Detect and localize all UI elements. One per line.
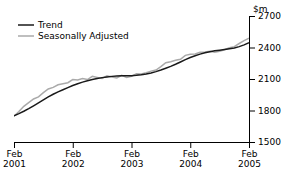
y-axis-line xyxy=(250,17,256,143)
x-tick-mark xyxy=(73,142,74,148)
legend-swatch xyxy=(18,35,34,37)
x-tick: Feb2004 xyxy=(179,142,202,169)
x-tick-label: Feb2004 xyxy=(179,149,202,169)
series-line xyxy=(14,43,249,116)
x-axis-line xyxy=(15,143,250,149)
y-tick: 2400 xyxy=(249,43,281,53)
x-tick: Feb2003 xyxy=(121,142,144,169)
y-tick-mark xyxy=(249,111,255,112)
legend-label: Seasonally Adjusted xyxy=(38,31,129,41)
y-tick: 1500 xyxy=(249,137,281,147)
y-tick: 2100 xyxy=(249,74,281,84)
y-tick-mark xyxy=(249,79,255,80)
x-tick: Feb2001 xyxy=(3,142,26,169)
x-axis: Feb2001 Feb2002 Feb2003 Feb2004 Feb2005 xyxy=(3,142,261,169)
y-axis: 15001800210024002700 xyxy=(249,11,281,147)
y-label: $m xyxy=(253,4,268,14)
legend: TrendSeasonally Adjusted xyxy=(18,20,129,41)
x-tick-label: Feb2003 xyxy=(121,149,144,169)
y-tick-mark xyxy=(249,16,255,17)
series-line xyxy=(14,38,249,116)
legend-item: Trend xyxy=(18,20,63,30)
y-tick-mark xyxy=(249,142,255,143)
x-tick: Feb2002 xyxy=(62,142,85,169)
chart: Feb2001 Feb2002 Feb2003 Feb2004 Feb2005 1500 1… xyxy=(0,0,283,170)
y-tick-label: 1500 xyxy=(258,137,281,147)
legend-item: Seasonally Adjusted xyxy=(18,31,129,41)
x-tick-mark xyxy=(190,142,191,148)
x-tick-label: Feb2005 xyxy=(238,149,261,169)
plot: Feb2001 Feb2002 Feb2003 Feb2004 Feb2005 1500 1… xyxy=(3,4,281,169)
x-tick-mark xyxy=(14,142,15,148)
x-tick-mark xyxy=(132,142,133,148)
y-tick-mark xyxy=(249,48,255,49)
legend-swatch xyxy=(18,24,34,26)
y-tick-label: 2400 xyxy=(258,43,281,53)
lines xyxy=(14,38,249,116)
legend-label: Trend xyxy=(37,20,63,30)
x-tick-label: Feb2001 xyxy=(3,149,26,169)
x-tick-label: Feb2002 xyxy=(62,149,85,169)
y-tick-label: 1800 xyxy=(258,106,281,116)
y-tick-label: 2100 xyxy=(258,74,281,84)
y-tick: 1800 xyxy=(249,106,281,116)
